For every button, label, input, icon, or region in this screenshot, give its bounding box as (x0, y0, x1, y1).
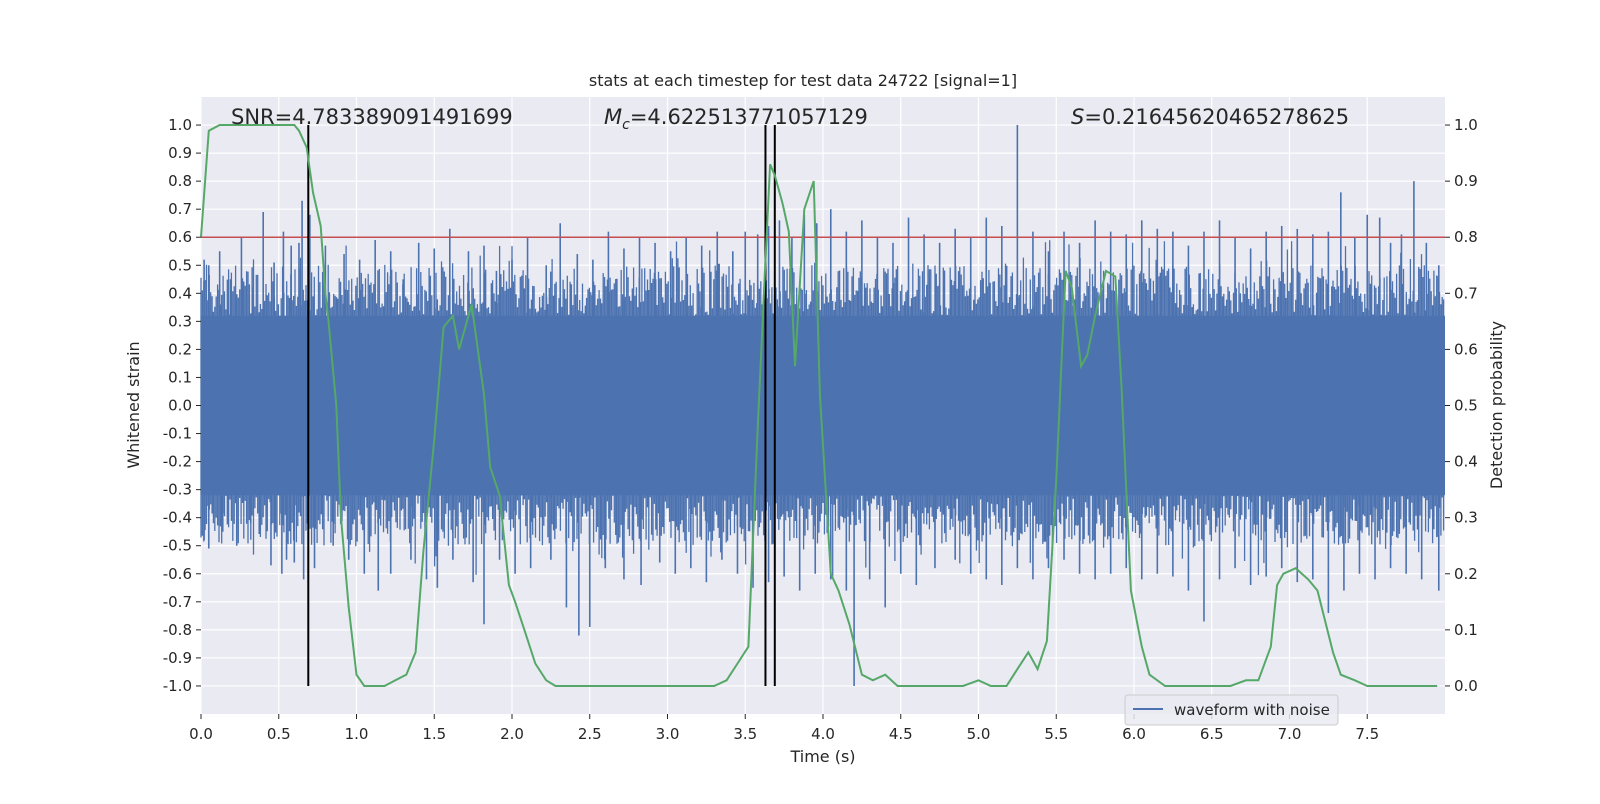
y-tick-label-11: -0.1 (163, 425, 192, 443)
y2-tick-label-7: 0.3 (1454, 509, 1478, 527)
chirp-mass-symbol: M (604, 105, 622, 129)
y-tick-label-1: 0.9 (168, 144, 192, 162)
y-tick-label-3: 0.7 (168, 200, 192, 218)
y2-tick-label-2: 0.8 (1454, 228, 1478, 246)
legend-label: waveform with noise (1174, 701, 1330, 719)
legend: waveform with noise (1124, 694, 1339, 726)
y-tick-label-4: 0.6 (168, 228, 192, 246)
legend-box (1124, 694, 1339, 726)
x-tick-label-4: 2.0 (500, 725, 524, 743)
snr-annotation: SNR=4.783389091491699 (231, 105, 513, 129)
x-tick-label-5: 2.5 (578, 725, 602, 743)
s-annotation: S=0.21645620465278625 (1071, 105, 1349, 129)
x-tick-label-1: 0.5 (267, 725, 291, 743)
y-tick-label-18: -0.8 (163, 621, 192, 639)
chirp-mass-value: =4.622513771057129 (630, 105, 868, 129)
chirp-mass-annotation: Mc=4.622513771057129 (604, 105, 868, 133)
y-tick-label-12: -0.2 (163, 453, 192, 471)
x-tick-label-15: 7.5 (1355, 725, 1379, 743)
x-tick-label-3: 1.5 (422, 725, 446, 743)
x-tick-label-7: 3.5 (733, 725, 757, 743)
y-tick-label-6: 0.4 (168, 284, 192, 302)
y-tick-label-19: -0.9 (163, 649, 192, 667)
waveform-noise-texture (200, 240, 1445, 577)
chart-title: stats at each timestep for test data 247… (589, 71, 1017, 90)
y2-axis-label: Detection probability (1487, 321, 1506, 489)
y-tick-label-7: 0.3 (168, 312, 192, 330)
s-symbol: S (1071, 105, 1084, 129)
y2-tick-label-5: 0.5 (1454, 397, 1478, 415)
s-value: =0.21645620465278625 (1084, 105, 1349, 129)
x-axis-label: Time (s) (789, 747, 855, 766)
y2-tick-label-1: 0.9 (1454, 172, 1478, 190)
y2-tick-label-8: 0.2 (1454, 565, 1478, 583)
y2-tick-label-6: 0.4 (1454, 453, 1478, 471)
y-axis-label: Whitened strain (124, 341, 143, 468)
y-tick-label-16: -0.6 (163, 565, 192, 583)
y-tick-label-14: -0.4 (163, 509, 192, 527)
x-tick-label-13: 6.5 (1200, 725, 1224, 743)
chirp-mass-subscript: c (622, 117, 630, 133)
x-tick-label-9: 4.5 (889, 725, 913, 743)
y-tick-label-20: -1.0 (163, 677, 192, 695)
x-tick-label-6: 3.0 (656, 725, 680, 743)
y2-tick-label-0: 1.0 (1454, 116, 1478, 134)
y2-tick-label-4: 0.6 (1454, 340, 1478, 358)
x-tick-label-10: 5.0 (967, 725, 991, 743)
y-tick-label-15: -0.5 (163, 537, 192, 555)
y-tick-label-9: 0.1 (168, 368, 192, 386)
y2-tick-label-10: 0.0 (1454, 677, 1478, 695)
y2-tick-label-9: 0.1 (1454, 621, 1478, 639)
y-tick-label-17: -0.7 (163, 593, 192, 611)
detection-probability-line (200, 124, 1438, 687)
x-tick-label-11: 5.5 (1044, 725, 1068, 743)
y-tick-label-0: 1.0 (168, 116, 192, 134)
y-tick-label-5: 0.5 (168, 256, 192, 274)
x-tick-label-2: 1.0 (345, 725, 369, 743)
x-tick-label-8: 4.0 (811, 725, 835, 743)
y-tick-label-8: 0.2 (168, 340, 192, 358)
x-tick-label-0: 0.0 (189, 725, 213, 743)
x-tick-label-14: 7.0 (1278, 725, 1302, 743)
y-tick-label-2: 0.8 (168, 172, 192, 190)
y-tick-label-13: -0.3 (163, 481, 192, 499)
y-tick-label-10: 0.0 (168, 397, 192, 415)
y2-tick-label-3: 0.7 (1454, 284, 1478, 302)
x-tick-label-12: 6.0 (1122, 725, 1146, 743)
